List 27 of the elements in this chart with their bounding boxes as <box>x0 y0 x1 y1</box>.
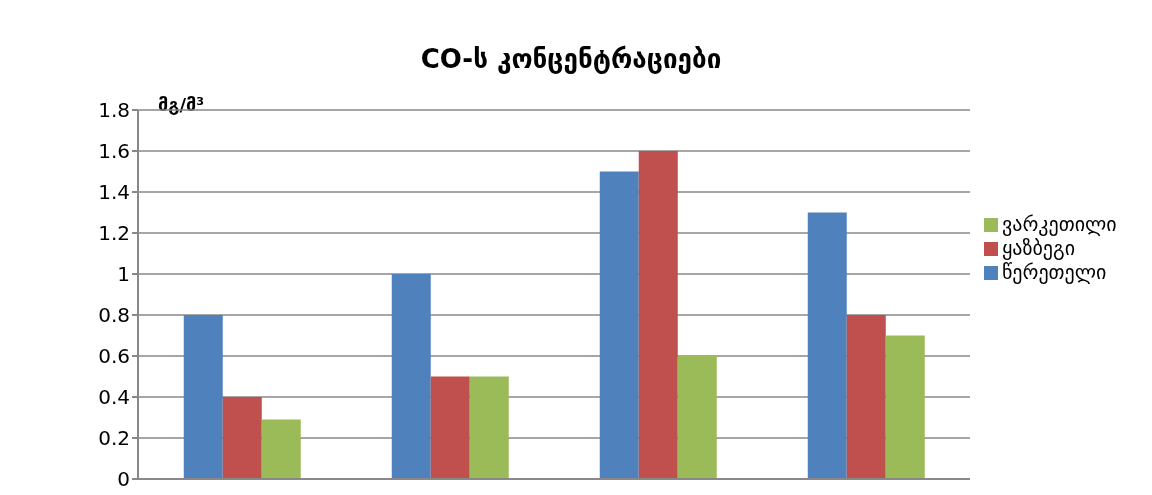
legend-label: წერეთელი <box>1002 259 1107 284</box>
y-tick-label: 1.4 <box>98 180 130 205</box>
bar <box>846 315 886 479</box>
y-tick-label: 0.6 <box>98 344 130 369</box>
y-tick-label: 0.8 <box>98 303 130 328</box>
bar <box>885 335 925 479</box>
bar <box>469 376 509 479</box>
bar <box>430 376 470 479</box>
y-tick-label: 0 <box>117 467 130 492</box>
bar <box>222 397 262 479</box>
bar <box>638 151 678 479</box>
bar <box>391 274 431 479</box>
legend-label: ვარკეთილი <box>1002 211 1117 236</box>
legend-label: ყაზბეგი <box>1002 235 1075 260</box>
y-tick-label: 1.8 <box>98 98 130 123</box>
bar <box>183 315 223 479</box>
y-tick-label: 1.2 <box>98 221 130 246</box>
y-tick-label: 1.6 <box>98 139 130 164</box>
y-tick-label: 0.4 <box>98 385 130 410</box>
chart-title: CO-ს კონცენტრაციები <box>419 44 723 74</box>
bar <box>677 356 717 479</box>
bar <box>807 212 847 479</box>
bar <box>261 419 301 479</box>
y-tick-label: 0.2 <box>98 426 130 451</box>
y-axis-title: მგ/მ³ <box>158 94 205 115</box>
y-tick-label: 1 <box>117 262 130 287</box>
bar <box>599 171 639 479</box>
